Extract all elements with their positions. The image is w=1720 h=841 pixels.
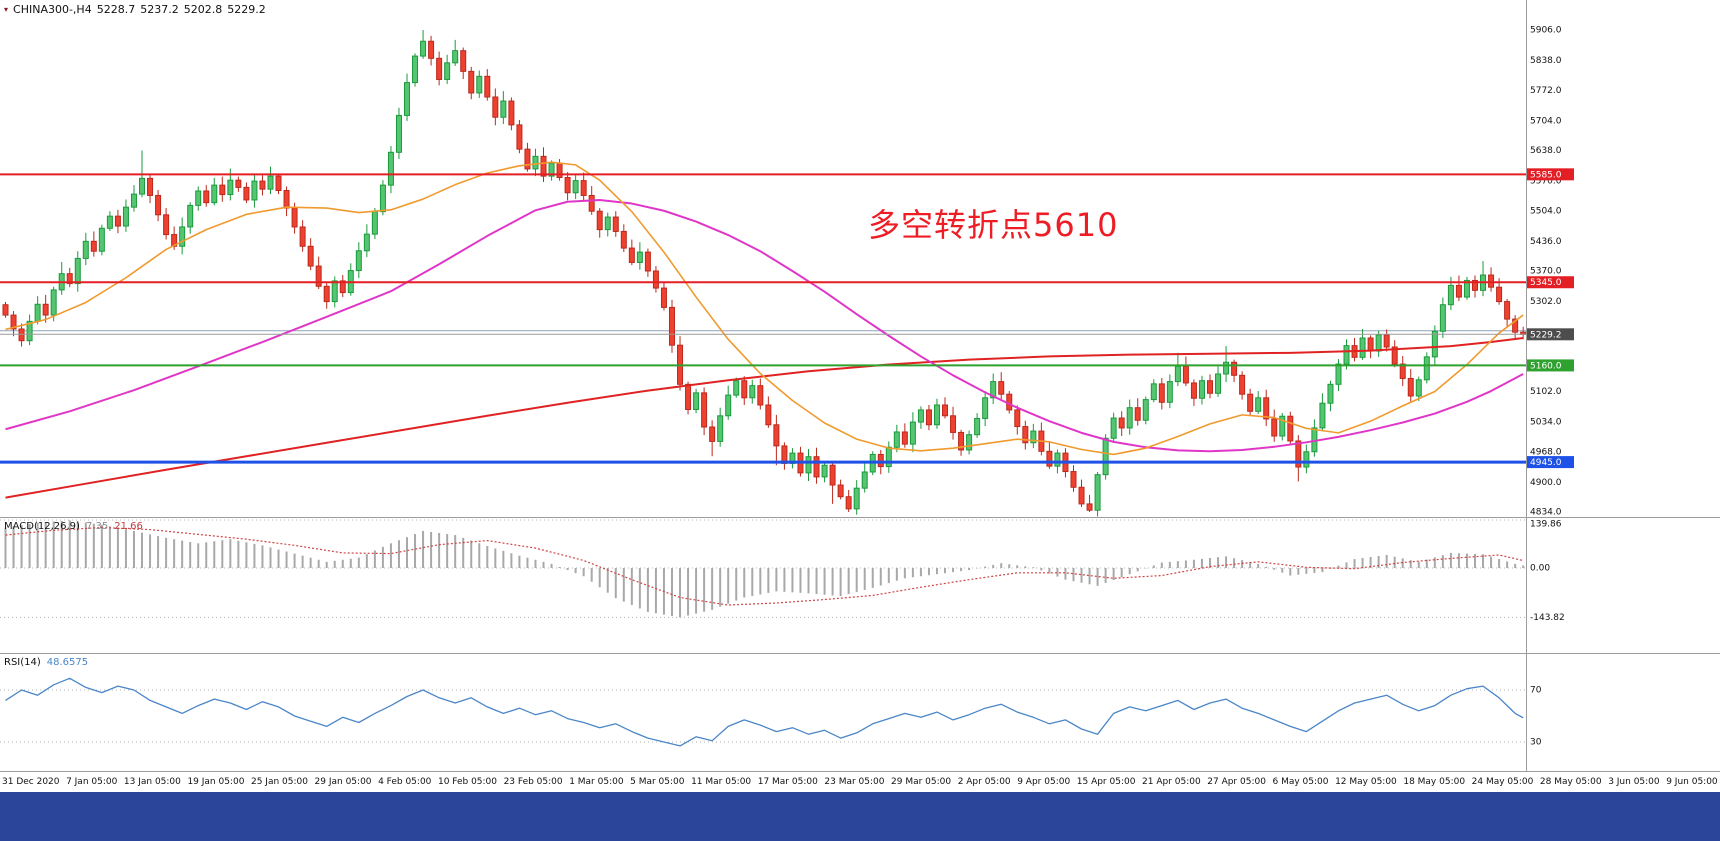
bottom-bar — [0, 792, 1720, 841]
ohlc-low: 5202.8 — [183, 3, 223, 16]
svg-text:5704.0: 5704.0 — [1530, 116, 1562, 126]
svg-text:4834.0: 4834.0 — [1530, 508, 1562, 518]
time-label: 13 Jan 05:00 — [123, 777, 181, 787]
time-label: 27 Apr 05:00 — [1207, 777, 1266, 787]
time-label: 6 May 05:00 — [1272, 777, 1329, 787]
time-label: 19 Jan 05:00 — [187, 777, 245, 787]
time-label: 29 Mar 05:00 — [891, 777, 952, 787]
rsi-indicator-label: RSI(14) 48.6575 — [4, 657, 94, 668]
time-label: 23 Feb 05:00 — [503, 777, 563, 787]
time-label: 18 May 05:00 — [1403, 777, 1466, 787]
symbol-name: CHINA300-,H4 — [13, 3, 92, 16]
ohlc-high: 5237.2 — [140, 3, 179, 16]
svg-text:5436.0: 5436.0 — [1530, 237, 1562, 247]
candles — [2, 30, 1527, 517]
time-label: 31 Dec 2020 — [2, 777, 60, 787]
time-label: 15 Apr 05:00 — [1076, 777, 1136, 787]
time-label: 21 Apr 05:00 — [1142, 777, 1201, 787]
svg-text:0.00: 0.00 — [1530, 564, 1550, 574]
rsi-title: RSI(14) — [4, 657, 41, 668]
time-label: 10 Feb 05:00 — [437, 777, 498, 787]
svg-text:5504.0: 5504.0 — [1530, 206, 1562, 216]
svg-text:5229.2: 5229.2 — [1530, 330, 1562, 340]
time-label: 9 Apr 05:00 — [1017, 777, 1071, 787]
svg-text:139.86: 139.86 — [1530, 520, 1562, 530]
time-label: 5 Mar 05:00 — [630, 777, 685, 787]
ma-mid-orange — [5, 161, 1524, 456]
svg-text:5585.0: 5585.0 — [1530, 170, 1562, 180]
svg-text:5772.0: 5772.0 — [1530, 86, 1562, 96]
svg-text:-143.82: -143.82 — [1530, 613, 1565, 623]
time-label: 2 Apr 05:00 — [957, 777, 1011, 787]
time-label: 3 Jun 05:00 — [1608, 777, 1660, 787]
time-label: 11 Mar 05:00 — [691, 777, 752, 787]
time-label: 23 Mar 05:00 — [824, 777, 885, 787]
svg-text:30: 30 — [1530, 738, 1542, 748]
time-label: 7 Jan 05:00 — [66, 777, 118, 787]
time-label: 25 Jan 05:00 — [250, 777, 308, 787]
macd-signal-value: 21.66 — [114, 521, 143, 532]
main-price-chart[interactable]: 5906.0 5838.0 5772.0 5704.0 5638.0 5570.0 5504… — [0, 0, 1720, 517]
ma-slow-magenta — [5, 198, 1524, 453]
ma-long-red — [5, 337, 1524, 499]
rsi-line — [5, 677, 1524, 747]
svg-text:5345.0: 5345.0 — [1530, 278, 1562, 288]
chart-annotation-text: 多空转折点5610 — [868, 206, 1119, 244]
svg-text:5370.0: 5370.0 — [1530, 267, 1562, 277]
macd-main-value: 7.35 — [85, 521, 109, 532]
svg-text:5570.0: 5570.0 — [1530, 177, 1562, 187]
svg-text:5638.0: 5638.0 — [1530, 146, 1562, 156]
symbol-marker-icon: ▾ — [4, 5, 9, 14]
macd-title: MACD(12,26,9) — [4, 521, 80, 532]
time-label: 17 Mar 05:00 — [757, 777, 818, 787]
time-label: 24 May 05:00 — [1471, 777, 1534, 787]
time-label: 28 May 05:00 — [1539, 777, 1602, 787]
rsi-panel[interactable]: 70 30 — [0, 653, 1720, 771]
time-label: 4 Feb 05:00 — [378, 777, 432, 787]
symbol-ohlc-line: ▾ CHINA300-,H4 5228.7 5237.2 5202.8 5229.2 — [4, 3, 271, 16]
svg-text:4945.0: 4945.0 — [1530, 458, 1562, 468]
time-label: 9 Jun 05:00 — [1666, 777, 1718, 787]
svg-text:5302.0: 5302.0 — [1530, 297, 1562, 307]
time-label: 29 Jan 05:00 — [314, 777, 372, 787]
svg-text:5160.0: 5160.0 — [1530, 361, 1562, 371]
rsi-value: 48.6575 — [46, 657, 89, 668]
macd-panel[interactable]: 139.86 0.00 -143.82 — [0, 517, 1720, 653]
ohlc-close: 5229.2 — [227, 3, 266, 16]
time-label: 1 Mar 05:00 — [569, 777, 624, 787]
svg-text:5102.0: 5102.0 — [1530, 387, 1562, 397]
svg-text:5906.0: 5906.0 — [1530, 26, 1562, 36]
macd-signal-line — [5, 526, 1524, 606]
ohlc-open: 5228.7 — [96, 3, 136, 16]
svg-text:5034.0: 5034.0 — [1530, 418, 1562, 428]
time-label: 12 May 05:00 — [1335, 777, 1397, 787]
macd-indicator-label: MACD(12,26,9) 7.35 21.66 — [4, 521, 149, 532]
svg-text:70: 70 — [1530, 686, 1542, 696]
svg-text:4968.0: 4968.0 — [1530, 447, 1562, 457]
svg-text:5838.0: 5838.0 — [1530, 56, 1562, 66]
svg-text:4900.0: 4900.0 — [1530, 478, 1562, 488]
time-axis[interactable]: 31 Dec 2020 7 Jan 05:00 13 Jan 05:00 19 Jan… — [0, 771, 1720, 792]
